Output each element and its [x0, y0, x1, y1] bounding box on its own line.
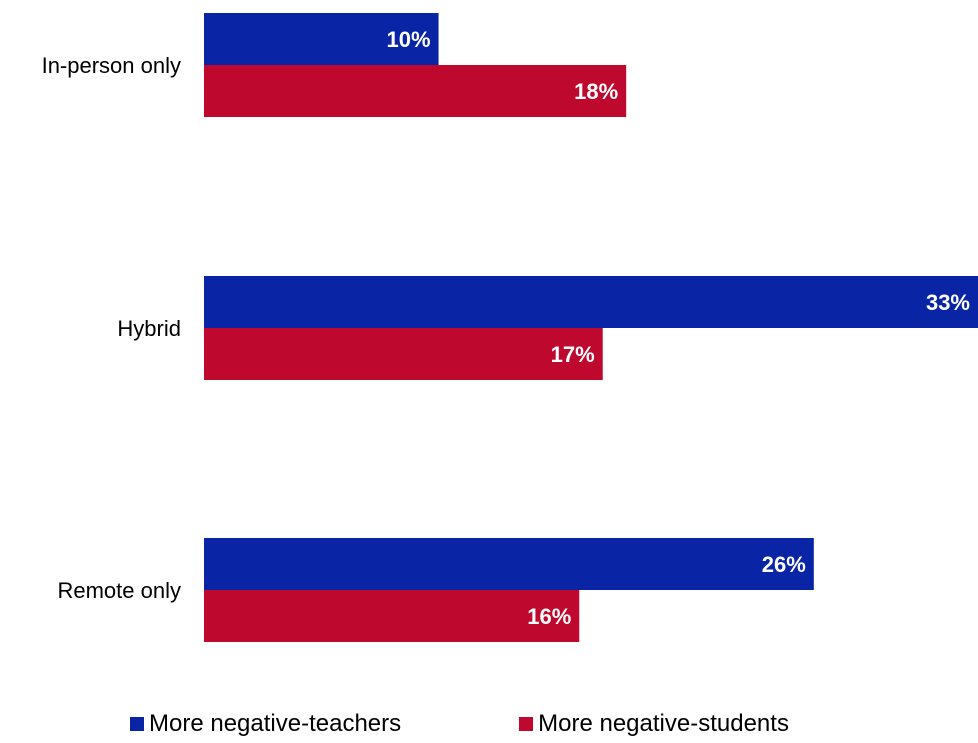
- legend-label-students: More negative-students: [538, 710, 789, 737]
- data-label-teachers-remote-only: 26%: [762, 552, 806, 577]
- category-label-in-person-only: In-person only: [42, 53, 181, 78]
- bar-teachers-remote-only: [204, 538, 814, 590]
- legend-label-teachers: More negative-teachers: [149, 710, 402, 737]
- bar-students-remote-only: [204, 590, 580, 642]
- category-label-remote-only: Remote only: [57, 578, 181, 603]
- bar-chart-plot: In-person only 10% 18% Hybrid 33% 17% Remote o…: [42, 13, 978, 642]
- data-label-students-in-person-only: 18%: [574, 79, 618, 104]
- data-label-students-hybrid: 17%: [551, 342, 595, 367]
- legend-item-students: More negative-students: [519, 710, 789, 738]
- category-label-hybrid: Hybrid: [117, 316, 181, 341]
- bar-students-hybrid: [204, 328, 603, 380]
- bar-students-in-person-only: [204, 65, 627, 117]
- bar-teachers-in-person-only: [204, 13, 439, 65]
- legend-item-teachers: More negative-teachers: [130, 710, 401, 738]
- legend-swatch-teachers: [130, 717, 144, 731]
- legend-swatch-students: [519, 717, 534, 731]
- data-label-teachers-in-person-only: 10%: [386, 27, 430, 52]
- legend: More negative-teachers More negative-stu…: [130, 710, 789, 738]
- data-label-students-remote-only: 16%: [527, 604, 571, 629]
- data-label-teachers-hybrid: 33%: [926, 290, 970, 315]
- bar-teachers-hybrid: [204, 276, 978, 328]
